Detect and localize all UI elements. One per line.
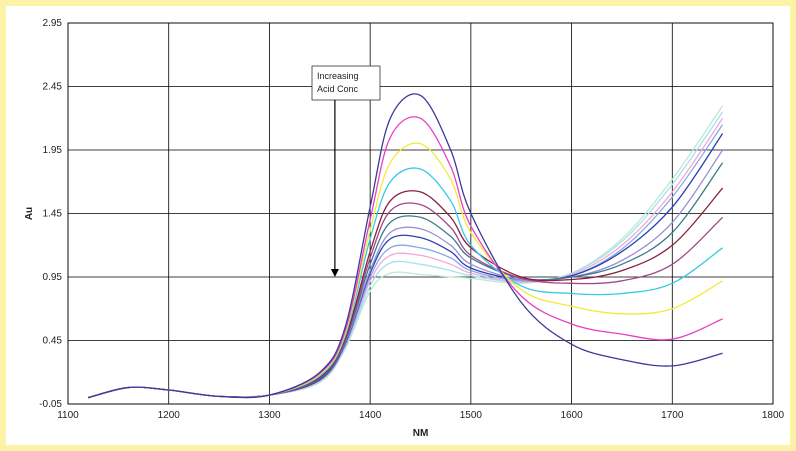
series-line-9 <box>87 133 724 399</box>
x-tick-label: 1100 <box>57 410 79 421</box>
annotation: Increasing Acid Conc <box>311 65 381 277</box>
line-chart: 1100 1200 1300 1400 1500 1600 1700 1800 -0.05 0.4… <box>24 18 785 439</box>
annotation-arrowhead <box>330 269 339 277</box>
y-axis-title: Au <box>24 207 35 220</box>
series-line-1 <box>87 93 723 399</box>
x-tick-label: 1400 <box>359 410 382 421</box>
series-line-6 <box>87 202 724 399</box>
series-lines <box>87 93 724 399</box>
y-tick-label: 0.45 <box>43 336 63 347</box>
x-tick-label: 1200 <box>158 410 181 421</box>
series-line-3 <box>87 142 723 399</box>
x-tick-label: 1700 <box>661 410 684 421</box>
x-axis-title: NM <box>413 428 429 439</box>
chart-frame: 1100 1200 1300 1400 1500 1600 1700 1800 -0.05 0.4… <box>6 6 790 445</box>
series-line-13 <box>87 105 724 399</box>
plot-area-border <box>67 22 774 405</box>
series-line-4 <box>87 167 723 399</box>
y-tick-label: 2.95 <box>43 18 63 29</box>
x-tick-label: 1500 <box>460 410 483 421</box>
y-tick-label: 2.45 <box>43 82 63 93</box>
annotation-text-line-1: Increasing <box>317 71 359 81</box>
y-tick-label: 0.95 <box>43 272 63 283</box>
y-tick-label: 1.45 <box>43 209 63 220</box>
y-tick-label: -0.05 <box>39 399 62 410</box>
x-tick-label: 1600 <box>560 410 583 421</box>
y-tick-label: 1.95 <box>43 145 63 156</box>
annotation-text-line-2: Acid Conc <box>317 84 359 94</box>
tick-labels: 1100 1200 1300 1400 1500 1600 1700 1800 -0.05 0.4… <box>39 18 784 421</box>
x-tick-label: 1300 <box>258 410 281 421</box>
x-tick-label: 1800 <box>762 410 785 421</box>
series-line-10 <box>87 124 724 399</box>
series-line-12 <box>87 111 724 399</box>
annotation-box <box>311 65 381 101</box>
